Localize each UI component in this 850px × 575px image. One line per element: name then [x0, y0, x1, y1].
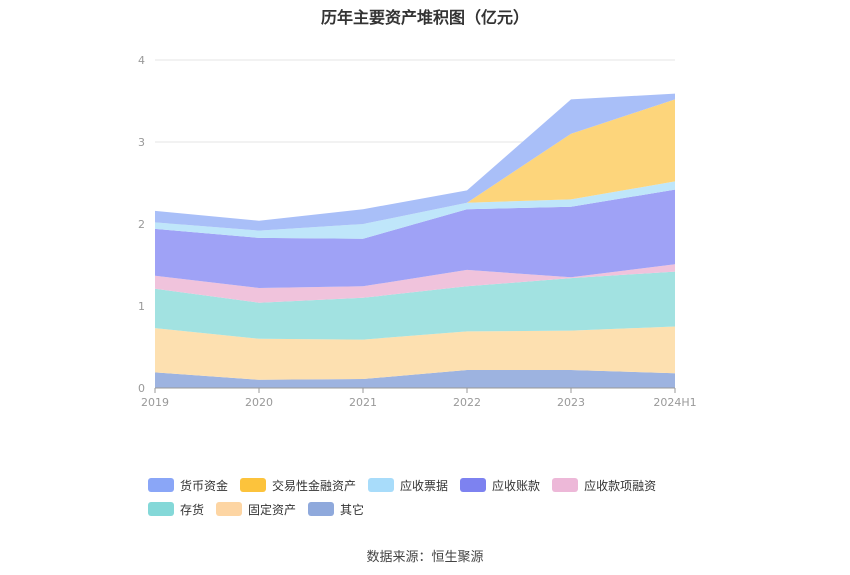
legend-swatch-7 [308, 502, 335, 516]
legend-swatch-3 [460, 478, 487, 492]
x-tick-label-5: 2024H1 [653, 396, 696, 409]
legend-label-7: 其它 [340, 502, 365, 517]
area-series-1 [155, 326, 675, 380]
area-series-4 [155, 189, 675, 288]
x-tick-label-3: 2022 [453, 396, 481, 409]
legend-swatch-5 [148, 502, 174, 516]
legend-item-1[interactable]: 交易性金融资产 [240, 473, 356, 497]
legend-item-2[interactable]: 应收票据 [368, 473, 448, 497]
legend-label-3: 应收账款 [492, 478, 541, 493]
area-series-5 [155, 181, 675, 239]
area-series-0 [155, 370, 675, 388]
legend-swatch-0 [148, 478, 174, 492]
source-note: 数据来源：恒生聚源 [366, 550, 484, 565]
y-tick-label-1: 1 [138, 300, 145, 313]
x-tick-label-1: 2020 [245, 396, 273, 409]
legend-swatch-2 [368, 478, 395, 492]
y-tick-label-0: 0 [138, 382, 145, 395]
legend-label-1: 交易性金融资产 [272, 478, 357, 493]
area-series-2 [155, 271, 675, 340]
legend-label-0: 货币资金 [180, 478, 229, 493]
legend-label-6: 固定资产 [248, 502, 297, 517]
legend-label-5: 存货 [180, 502, 205, 517]
x-tick-label-2: 2021 [349, 396, 377, 409]
legend-item-4[interactable]: 应收款项融资 [552, 473, 656, 497]
legend-swatch-4 [552, 478, 579, 492]
legend: 货币资金 交易性金融资产 应收票据 应收账款 应收款项融资存货 固定资产 其它 [148, 473, 728, 521]
legend-label-2: 应收票据 [400, 478, 449, 493]
legend-item-6[interactable]: 固定资产 [216, 497, 296, 521]
y-tick-label-3: 3 [138, 136, 145, 149]
area-series-7 [155, 93, 675, 231]
area-series-6 [155, 99, 675, 231]
legend-item-5[interactable]: 存货 [148, 497, 204, 521]
legend-item-7[interactable]: 其它 [308, 497, 364, 521]
x-tick-label-0: 2019 [141, 396, 169, 409]
area-series-3 [155, 264, 675, 303]
legend-swatch-6 [216, 502, 243, 516]
legend-item-3[interactable]: 应收账款 [460, 473, 540, 497]
y-tick-label-4: 4 [138, 54, 145, 67]
x-tick-label-4: 2023 [557, 396, 585, 409]
chart-title: 历年主要资产堆积图（亿元） [320, 8, 529, 27]
legend-swatch-1 [240, 478, 267, 492]
legend-item-0[interactable]: 货币资金 [148, 473, 228, 497]
legend-label-4: 应收款项融资 [584, 478, 657, 493]
y-tick-label-2: 2 [138, 218, 145, 231]
